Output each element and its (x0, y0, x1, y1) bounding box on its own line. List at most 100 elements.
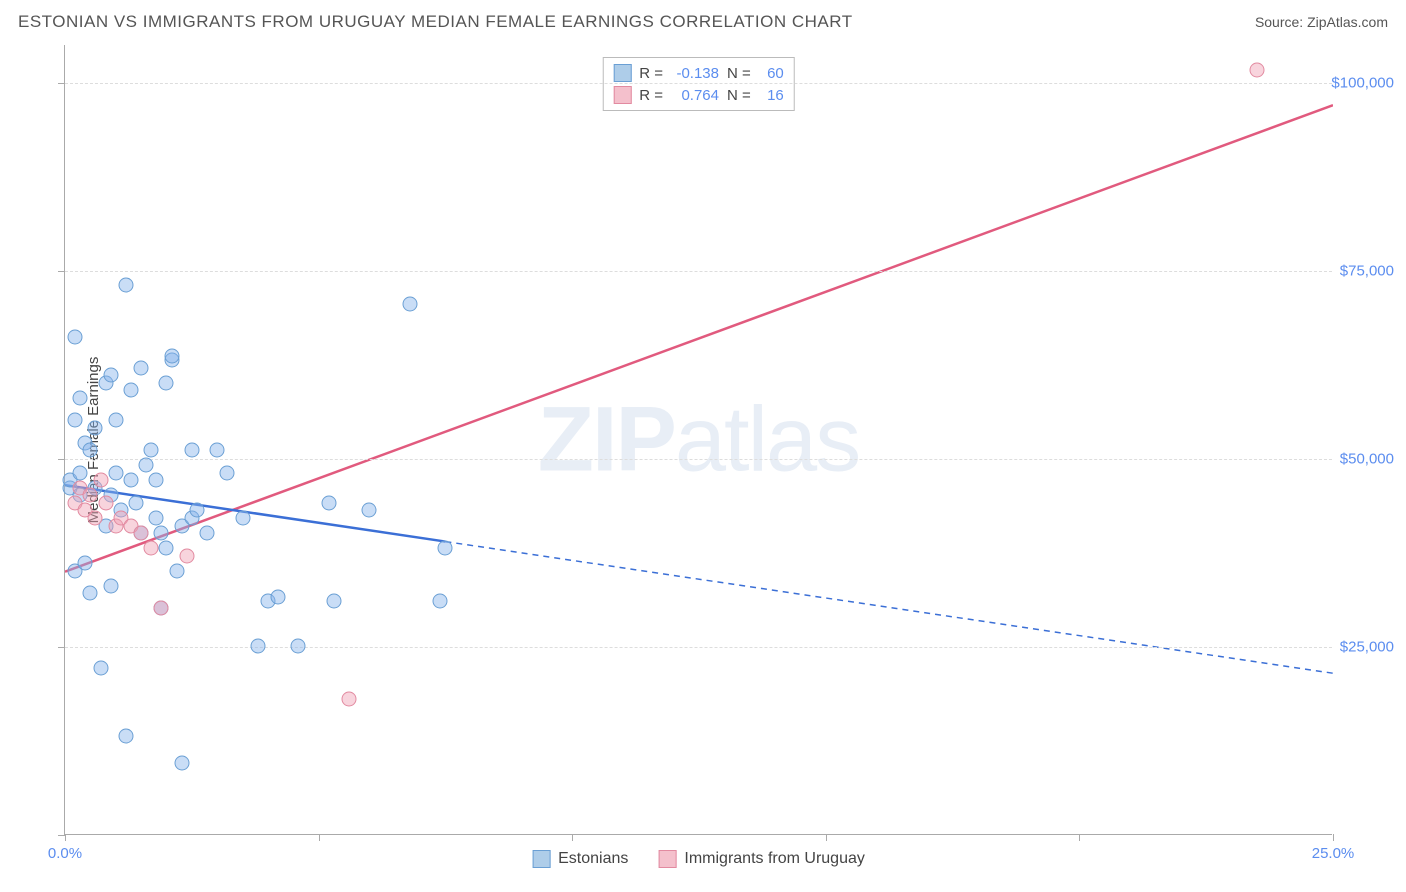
scatter-point-estonians (78, 556, 93, 571)
scatter-point-estonians (118, 729, 133, 744)
n-label: N = (727, 65, 751, 82)
scatter-point-estonians (438, 541, 453, 556)
legend-swatch-pink (658, 850, 676, 868)
scatter-point-estonians (402, 296, 417, 311)
y-tick (58, 835, 65, 836)
y-tick (58, 459, 65, 460)
chart-container: Median Female Earnings ZIPatlas R = -0.1… (52, 45, 1392, 835)
scatter-point-estonians (108, 465, 123, 480)
scatter-point-uruguay (93, 473, 108, 488)
y-tick-label: $100,000 (1331, 74, 1394, 91)
scatter-point-estonians (123, 383, 138, 398)
scatter-point-estonians (291, 638, 306, 653)
x-tick-label: 25.0% (1312, 845, 1355, 862)
scatter-point-uruguay (154, 601, 169, 616)
scatter-point-uruguay (88, 511, 103, 526)
scatter-point-estonians (83, 443, 98, 458)
scatter-point-estonians (123, 473, 138, 488)
scatter-point-estonians (159, 541, 174, 556)
y-tick (58, 83, 65, 84)
scatter-point-estonians (134, 360, 149, 375)
scatter-point-estonians (93, 661, 108, 676)
scatter-point-estonians (129, 495, 144, 510)
trend-lines (65, 45, 1333, 835)
x-tick-label: 0.0% (48, 845, 82, 862)
scatter-point-estonians (73, 465, 88, 480)
grid-line (65, 271, 1332, 272)
scatter-point-estonians (139, 458, 154, 473)
y-tick-label: $75,000 (1340, 262, 1394, 279)
watermark-light: atlas (675, 388, 859, 490)
scatter-point-estonians (68, 330, 83, 345)
scatter-point-estonians (184, 443, 199, 458)
x-tick (572, 834, 573, 841)
scatter-point-estonians (433, 593, 448, 608)
scatter-point-estonians (189, 503, 204, 518)
r-label: R = (639, 87, 663, 104)
scatter-point-estonians (210, 443, 225, 458)
scatter-point-estonians (108, 413, 123, 428)
scatter-point-estonians (271, 590, 286, 605)
n-value: 60 (759, 65, 784, 82)
r-value: -0.138 (671, 65, 719, 82)
x-tick (826, 834, 827, 841)
scatter-point-estonians (68, 413, 83, 428)
legend-label: Estonians (558, 850, 628, 868)
scatter-point-estonians (362, 503, 377, 518)
y-tick-label: $25,000 (1340, 638, 1394, 655)
scatter-point-uruguay (83, 488, 98, 503)
scatter-point-estonians (174, 755, 189, 770)
scatter-point-estonians (159, 375, 174, 390)
scatter-point-uruguay (1249, 63, 1264, 78)
legend-item-estonians: Estonians (532, 850, 628, 868)
r-label: R = (639, 65, 663, 82)
source-name: ZipAtlas.com (1307, 14, 1388, 30)
legend-label: Immigrants from Uruguay (684, 850, 865, 868)
y-tick (58, 647, 65, 648)
plot-area: ZIPatlas R = -0.138 N = 60 R = 0.764 N =… (64, 45, 1332, 835)
legend-swatch-pink (613, 86, 631, 104)
y-tick (58, 271, 65, 272)
scatter-point-estonians (220, 465, 235, 480)
scatter-point-estonians (164, 349, 179, 364)
scatter-point-estonians (149, 511, 164, 526)
scatter-point-uruguay (179, 548, 194, 563)
y-tick-label: $50,000 (1340, 450, 1394, 467)
n-label: N = (727, 87, 751, 104)
legend-swatch-blue (613, 64, 631, 82)
scatter-point-estonians (326, 593, 341, 608)
x-tick (1333, 834, 1334, 841)
scatter-point-estonians (83, 586, 98, 601)
scatter-point-estonians (154, 526, 169, 541)
scatter-point-uruguay (144, 541, 159, 556)
scatter-point-estonians (73, 390, 88, 405)
scatter-point-estonians (250, 638, 265, 653)
source-prefix: Source: (1255, 14, 1307, 30)
scatter-point-estonians (235, 511, 250, 526)
legend-swatch-blue (532, 850, 550, 868)
scatter-point-uruguay (134, 526, 149, 541)
scatter-point-estonians (200, 526, 215, 541)
scatter-point-estonians (103, 578, 118, 593)
scatter-point-uruguay (342, 691, 357, 706)
n-value: 16 (759, 87, 784, 104)
source-label: Source: ZipAtlas.com (1255, 14, 1388, 30)
grid-line (65, 459, 1332, 460)
x-tick (319, 834, 320, 841)
x-tick (1079, 834, 1080, 841)
chart-title: ESTONIAN VS IMMIGRANTS FROM URUGUAY MEDI… (18, 12, 853, 32)
grid-line (65, 83, 1332, 84)
watermark: ZIPatlas (538, 387, 859, 492)
series-legend: Estonians Immigrants from Uruguay (532, 850, 865, 868)
scatter-point-estonians (149, 473, 164, 488)
legend-row-uruguay: R = 0.764 N = 16 (613, 84, 784, 106)
scatter-point-estonians (88, 420, 103, 435)
correlation-legend: R = -0.138 N = 60 R = 0.764 N = 16 (602, 57, 795, 111)
scatter-point-estonians (169, 563, 184, 578)
scatter-point-estonians (321, 495, 336, 510)
scatter-point-estonians (103, 368, 118, 383)
x-tick (65, 834, 66, 841)
scatter-point-uruguay (98, 495, 113, 510)
watermark-bold: ZIP (538, 388, 675, 490)
legend-item-uruguay: Immigrants from Uruguay (658, 850, 865, 868)
